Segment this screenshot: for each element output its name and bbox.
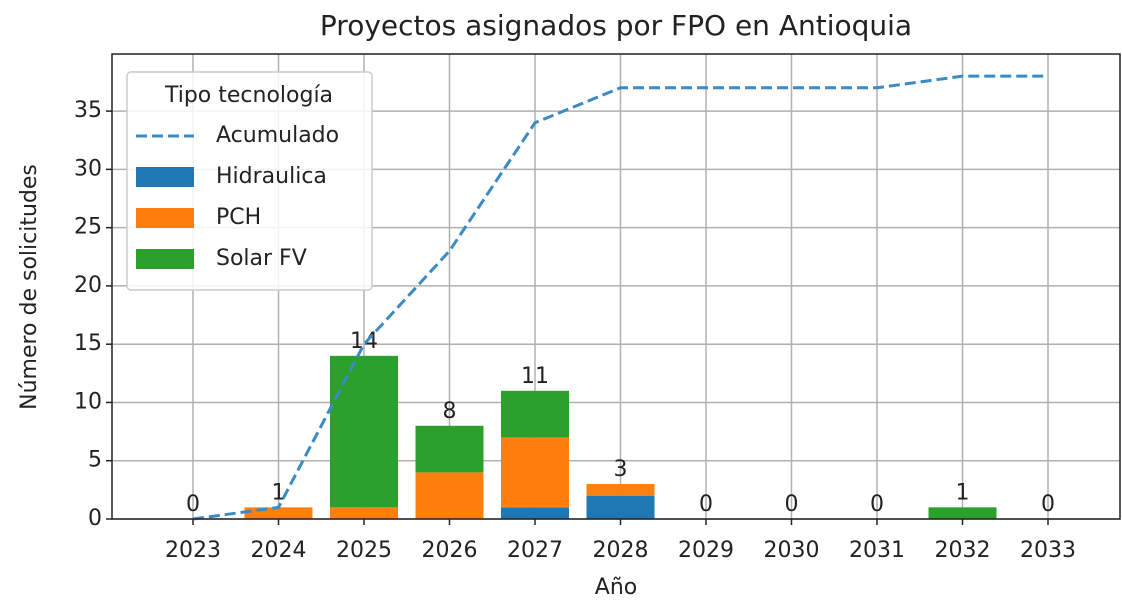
data-label: 11 xyxy=(521,364,549,389)
bar-segment xyxy=(928,507,997,519)
x-tick-label: 2024 xyxy=(251,538,307,563)
y-tick-label: 20 xyxy=(74,273,102,298)
legend-label: Solar FV xyxy=(216,246,307,271)
x-tick-label: 2032 xyxy=(935,538,991,563)
y-tick-label: 30 xyxy=(74,156,102,181)
legend-label: Hidraulica xyxy=(216,164,327,189)
line xyxy=(192,74,1048,521)
bar-segment xyxy=(501,437,569,508)
x-tick-label: 2031 xyxy=(849,538,905,563)
bar-segment xyxy=(501,507,569,519)
data-label: 0 xyxy=(699,492,713,517)
x-tick-label: 2025 xyxy=(336,538,392,563)
x-tick-label: 2026 xyxy=(422,538,478,563)
data-label: 0 xyxy=(870,492,884,517)
legend: Tipo tecnología Acumulado Hidraulica PCH Sol… xyxy=(126,71,373,291)
x-tick-label: 2033 xyxy=(1020,538,1076,563)
bar-segment xyxy=(415,472,484,519)
y-axis-label: Número de solicitudes xyxy=(17,164,42,410)
y-tick-label: 35 xyxy=(74,98,102,123)
x-tick-label: 2030 xyxy=(764,538,820,563)
bar-segment xyxy=(244,507,313,519)
legend-title: Tipo tecnología xyxy=(164,83,333,108)
y-tick-label: 25 xyxy=(74,215,102,240)
legend-label: Acumulado xyxy=(216,123,339,148)
data-label: 0 xyxy=(186,492,200,517)
x-tick-label: 2027 xyxy=(507,538,563,563)
y-tick-label: 10 xyxy=(74,389,102,414)
y-tick-label: 5 xyxy=(88,448,102,473)
bar-segment xyxy=(330,507,398,519)
data-label: 1 xyxy=(956,480,970,505)
data-label: 8 xyxy=(443,399,457,424)
data-label: 0 xyxy=(785,492,799,517)
data-label: 0 xyxy=(1041,492,1055,517)
bar-segment xyxy=(586,484,655,496)
legend-swatch xyxy=(136,249,194,269)
bar-segment xyxy=(501,390,569,438)
x-tick-label: 2023 xyxy=(165,538,221,563)
x-tick-label: 2029 xyxy=(678,538,734,563)
data-label: 3 xyxy=(614,457,628,482)
x-axis-label: Año xyxy=(595,575,637,600)
bar-segment xyxy=(415,425,484,473)
y-tick-label: 0 xyxy=(88,506,102,531)
legend-label: PCH xyxy=(216,205,261,230)
axes-frame xyxy=(111,53,1121,520)
bar-segment xyxy=(330,355,398,508)
legend-swatch xyxy=(136,208,194,228)
data-label: 1 xyxy=(272,480,286,505)
y-tick-label: 15 xyxy=(74,331,102,356)
legend-box xyxy=(126,71,373,291)
chart-title: Proyectos asignados por FPO en Antioquia xyxy=(320,9,912,42)
bar-segment xyxy=(586,495,655,519)
x-tick-label: 2028 xyxy=(593,538,649,563)
legend-swatch xyxy=(136,167,194,187)
data-label: 14 xyxy=(350,329,378,354)
